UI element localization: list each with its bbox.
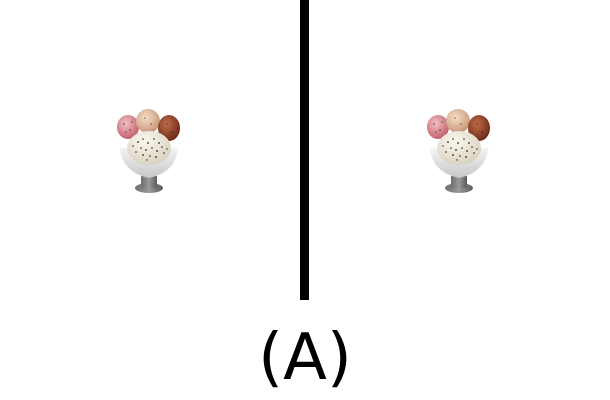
right-panel [310, 0, 610, 300]
option-label: (A) [258, 321, 352, 395]
ice-cream-sundae-icon [117, 109, 180, 193]
vertical-divider [300, 0, 309, 300]
ice-cream-sundae-icon [427, 109, 490, 193]
left-panel [0, 0, 300, 300]
